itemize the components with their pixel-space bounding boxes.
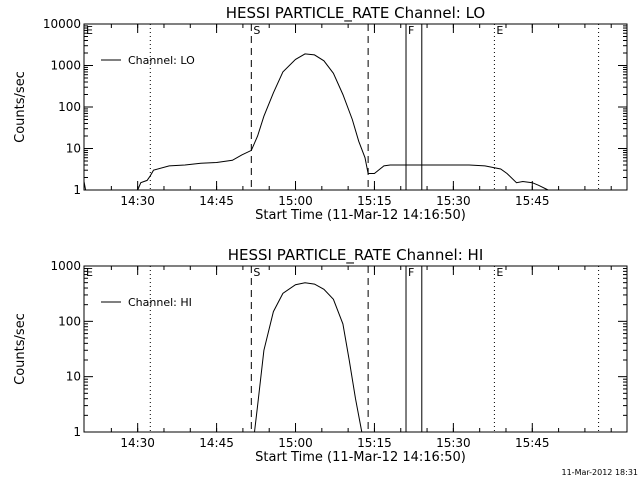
plot-frame xyxy=(83,23,628,191)
x-tick-label: 14:30 xyxy=(120,436,155,450)
x-tick-label: 14:45 xyxy=(199,194,234,208)
timestamp-stamp: 11-Mar-2012 18:31 xyxy=(562,468,639,477)
y-tick-label: 10 xyxy=(66,370,81,384)
y-tick-label: 1000 xyxy=(50,259,81,273)
event-marker-label: E xyxy=(86,266,93,279)
series-line xyxy=(83,53,549,191)
y-axis-label: Counts/sec xyxy=(13,313,28,385)
event-marker-label: F xyxy=(408,24,414,37)
event-marker-label: S xyxy=(253,24,260,37)
x-axis-label: Start Time (11-Mar-12 14:16:50) xyxy=(255,208,466,223)
event-marker-label: E xyxy=(86,24,93,37)
x-tick-label: 15:15 xyxy=(357,436,392,450)
event-marker-label: E xyxy=(496,24,503,37)
x-tick-label: 15:30 xyxy=(436,436,471,450)
event-marker-label: S xyxy=(253,266,260,279)
y-axis-label: Counts/sec xyxy=(13,71,28,143)
y-tick-label: 100 xyxy=(58,100,81,114)
lo-channel-plot: HESSI PARTICLE_RATE Channel: LO 1 10 100 100… xyxy=(13,4,628,223)
event-marker-label: E xyxy=(496,266,503,279)
x-tick-label: 15:00 xyxy=(278,194,313,208)
series-line xyxy=(254,282,363,433)
x-tick-label: 15:15 xyxy=(357,194,392,208)
y-tick-label: 1 xyxy=(73,183,81,197)
chart-title: HESSI PARTICLE_RATE Channel: LO xyxy=(226,4,485,23)
hi-channel-plot: HESSI PARTICLE_RATE Channel: HI 1 10 100 100… xyxy=(13,246,628,465)
y-tick-label: 10 xyxy=(66,142,81,156)
y-tick-label: 1000 xyxy=(50,59,81,73)
x-axis-label: Start Time (11-Mar-12 14:16:50) xyxy=(255,450,466,465)
chart-title: HESSI PARTICLE_RATE Channel: HI xyxy=(228,246,484,265)
plot-frame xyxy=(83,265,628,433)
x-tick-label: 15:30 xyxy=(436,194,471,208)
x-tick-label: 15:45 xyxy=(515,436,550,450)
y-tick-label: 1 xyxy=(73,425,81,439)
x-tick-label: 14:45 xyxy=(199,436,234,450)
legend-label: Channel: LO xyxy=(128,54,195,67)
x-tick-label: 15:00 xyxy=(278,436,313,450)
legend-label: Channel: HI xyxy=(128,296,192,309)
event-marker-label: F xyxy=(408,266,414,279)
y-tick-label: 100 xyxy=(58,314,81,328)
x-tick-label: 15:45 xyxy=(515,194,550,208)
y-tick-label: 10000 xyxy=(43,17,81,31)
x-tick-label: 14:30 xyxy=(120,194,155,208)
